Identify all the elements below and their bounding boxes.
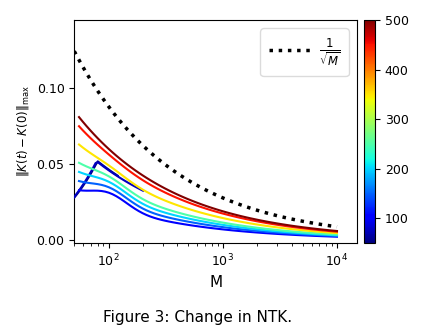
$\frac{1}{\sqrt{M}}$ (241, 204, 246, 208)
Line: $\frac{1}{\sqrt{M}}$: $\frac{1}{\sqrt{M}}$ (74, 51, 337, 227)
$\frac{1}{\sqrt{M}}$ (304, 220, 310, 224)
$\frac{1}{\sqrt{M}}$ (72, 49, 77, 53)
$\frac{1}{\sqrt{M}}$ (188, 180, 193, 184)
$\frac{1}{\sqrt{M}}$ (231, 200, 236, 204)
Y-axis label: $\| K(t) - K(0) \|_{\max}$: $\| K(t) - K(0) \|_{\max}$ (15, 86, 31, 177)
X-axis label: M: M (209, 275, 222, 290)
Text: Figure 3: Change in NTK.: Figure 3: Change in NTK. (103, 310, 292, 325)
Legend: $\frac{1}{\sqrt{M}}$: $\frac{1}{\sqrt{M}}$ (261, 28, 349, 76)
$\frac{1}{\sqrt{M}}$ (228, 199, 233, 203)
$\frac{1}{\sqrt{M}}$ (335, 225, 340, 229)
$\frac{1}{\sqrt{M}}$ (251, 207, 256, 211)
